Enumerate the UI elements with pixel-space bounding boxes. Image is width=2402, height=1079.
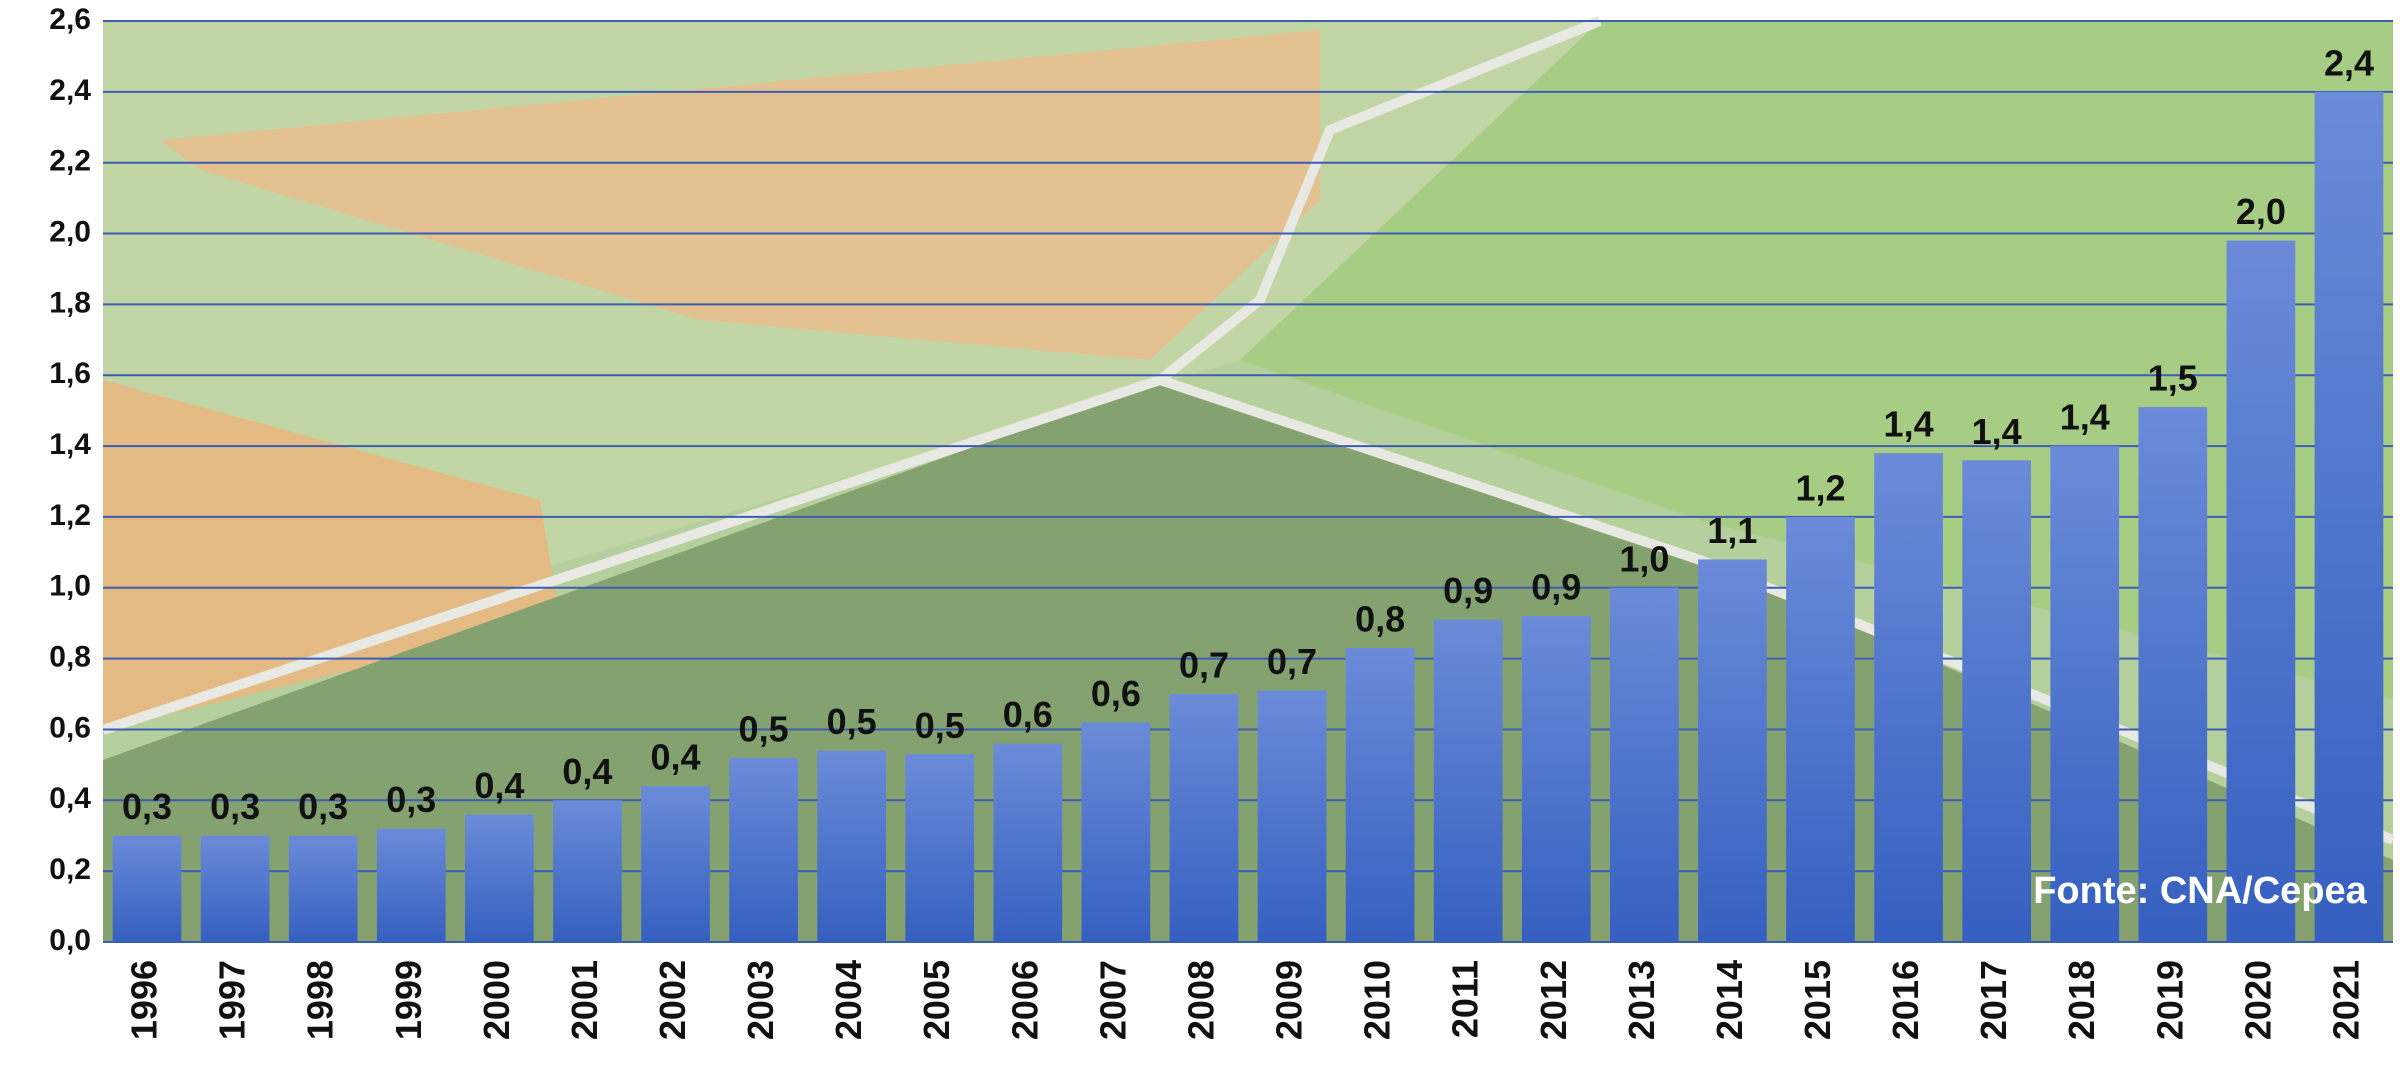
value-label: 1,4 [2060, 397, 2110, 438]
y-tick-label: 0,4 [49, 782, 91, 815]
value-label: 0,6 [1091, 673, 1141, 714]
x-tick-label: 2013 [1621, 960, 1662, 1040]
bar [2050, 446, 2120, 942]
value-label: 1,5 [2148, 358, 2198, 399]
x-tick-label: 2009 [1269, 960, 1310, 1040]
y-tick-label: 0,0 [49, 924, 91, 957]
x-tick-label: 1999 [388, 960, 429, 1040]
source-note: Fonte: CNA/Cepea [2033, 870, 2367, 912]
value-label: 0,3 [122, 786, 172, 827]
y-tick-label: 0,6 [49, 711, 91, 744]
x-tick-label: 2002 [652, 960, 693, 1040]
bar [1433, 619, 1503, 942]
bar [200, 835, 270, 942]
y-tick-label: 1,6 [49, 357, 91, 390]
bar [288, 835, 358, 942]
y-tick-label: 0,8 [49, 641, 91, 674]
x-tick-label: 2005 [916, 960, 957, 1040]
value-label: 0,3 [210, 786, 260, 827]
bar [1257, 690, 1327, 942]
value-label: 1,0 [1619, 538, 1669, 579]
y-tick-label: 1,8 [49, 286, 91, 319]
bar [1962, 460, 2032, 942]
value-label: 0,9 [1531, 567, 1581, 608]
bar [376, 828, 446, 942]
value-label: 0,5 [739, 708, 789, 749]
y-tick-label: 1,0 [49, 570, 91, 603]
bar [1786, 516, 1855, 942]
x-tick-label: 1997 [212, 960, 253, 1040]
value-label: 0,7 [1179, 645, 1229, 686]
bar [1521, 616, 1591, 942]
value-label: 0,6 [1003, 694, 1053, 735]
value-label: 0,8 [1355, 599, 1405, 640]
bar [1345, 647, 1415, 942]
x-tick-label: 2004 [828, 960, 869, 1040]
bar [2226, 240, 2296, 943]
bar [1698, 559, 1767, 942]
bar [993, 743, 1063, 942]
y-tick-label: 2,6 [49, 3, 91, 36]
bar [553, 800, 622, 942]
bar [1874, 453, 1943, 942]
x-tick-label: 2007 [1092, 960, 1133, 1040]
value-label: 1,2 [1795, 467, 1845, 508]
y-tick-label: 1,2 [49, 499, 91, 532]
x-tick-label: 2003 [740, 960, 781, 1040]
value-label: 0,4 [474, 765, 524, 806]
y-tick-label: 2,2 [49, 145, 91, 178]
value-label: 2,0 [2236, 191, 2286, 232]
x-tick-label: 2014 [1709, 960, 1750, 1040]
background-photo [101, 16, 2395, 942]
value-label: 2,4 [2324, 42, 2374, 83]
y-tick-label: 2,4 [49, 74, 91, 107]
bar [729, 757, 798, 942]
value-label: 0,3 [298, 786, 348, 827]
bar [1169, 694, 1239, 942]
x-tick-label: 2010 [1357, 960, 1398, 1040]
value-label: 0,5 [827, 701, 877, 742]
bar [112, 835, 182, 942]
x-tick-label: 2020 [2237, 960, 2278, 1040]
x-tick-label: 2021 [2325, 960, 2366, 1040]
value-label: 0,4 [650, 737, 700, 778]
value-label: 1,4 [1972, 411, 2022, 452]
x-tick-label: 2015 [1797, 960, 1838, 1040]
value-label: 1,1 [1707, 510, 1757, 551]
bar [2138, 407, 2208, 942]
bar [2314, 91, 2384, 943]
value-label: 0,3 [386, 779, 436, 820]
value-label: 0,5 [915, 705, 965, 746]
x-tick-label: 1998 [300, 960, 341, 1040]
x-tick-label: 2000 [476, 960, 517, 1040]
x-tick-label: 2001 [564, 960, 605, 1040]
y-tick-label: 1,4 [49, 428, 91, 461]
value-label: 0,4 [562, 751, 612, 792]
bar [1609, 587, 1679, 942]
value-label: 0,7 [1267, 641, 1317, 682]
bar [817, 750, 887, 942]
x-tick-label: 2018 [2061, 960, 2102, 1040]
bar [1081, 722, 1151, 942]
value-label: 0,9 [1443, 570, 1493, 611]
x-tick-label: 2019 [2149, 960, 2190, 1040]
bar [641, 786, 710, 942]
x-tick-label: 2016 [1885, 960, 1926, 1040]
bar [464, 814, 534, 942]
x-tick-label: 1996 [124, 960, 165, 1040]
x-tick-label: 2012 [1533, 960, 1574, 1040]
x-tick-label: 2011 [1445, 960, 1486, 1038]
x-tick-label: 2017 [1973, 960, 2014, 1040]
bar [905, 754, 975, 942]
value-label: 1,4 [1884, 404, 1934, 445]
x-tick-label: 2006 [1004, 960, 1045, 1040]
x-tick-label: 2008 [1180, 960, 1221, 1040]
y-tick-label: 0,2 [49, 853, 91, 886]
y-tick-label: 2,0 [49, 215, 91, 248]
